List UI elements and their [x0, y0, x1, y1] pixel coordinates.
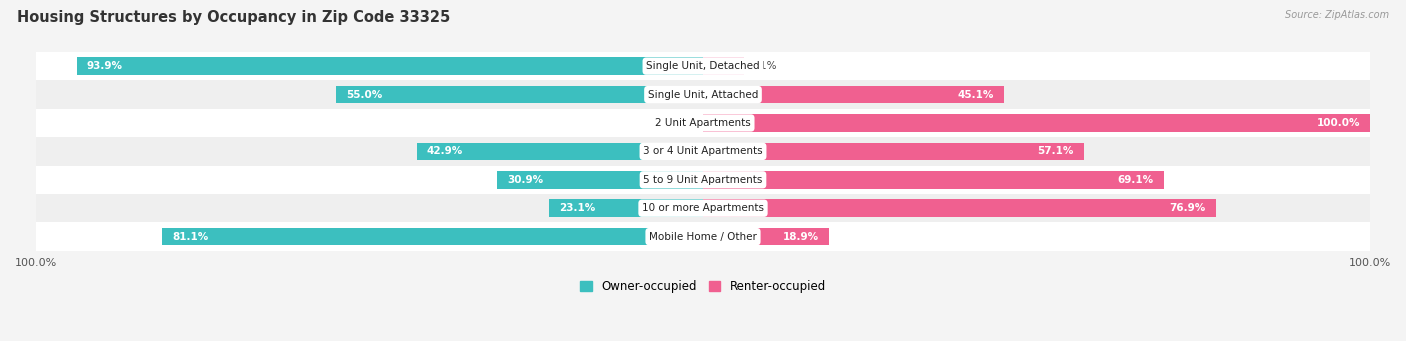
Text: Single Unit, Detached: Single Unit, Detached: [647, 61, 759, 71]
Text: 93.9%: 93.9%: [87, 61, 122, 71]
Bar: [37, 80, 1369, 109]
Text: Mobile Home / Other: Mobile Home / Other: [650, 232, 756, 242]
Bar: [37, 52, 1369, 80]
Text: 55.0%: 55.0%: [346, 90, 382, 100]
Bar: [703, 143, 1084, 160]
Bar: [703, 228, 830, 246]
Text: 3 or 4 Unit Apartments: 3 or 4 Unit Apartments: [643, 146, 763, 157]
Text: 0.0%: 0.0%: [664, 118, 690, 128]
Text: 18.9%: 18.9%: [783, 232, 820, 242]
Text: 81.1%: 81.1%: [172, 232, 208, 242]
Text: 100.0%: 100.0%: [1316, 118, 1360, 128]
Text: 42.9%: 42.9%: [427, 146, 463, 157]
Bar: [548, 199, 703, 217]
Text: 6.1%: 6.1%: [751, 61, 778, 71]
Text: Source: ZipAtlas.com: Source: ZipAtlas.com: [1285, 10, 1389, 20]
Bar: [37, 166, 1369, 194]
Bar: [37, 137, 1369, 166]
Bar: [496, 171, 703, 189]
Text: 45.1%: 45.1%: [957, 90, 994, 100]
Text: Housing Structures by Occupancy in Zip Code 33325: Housing Structures by Occupancy in Zip C…: [17, 10, 450, 25]
Text: Single Unit, Attached: Single Unit, Attached: [648, 90, 758, 100]
Bar: [37, 194, 1369, 222]
Text: 5 to 9 Unit Apartments: 5 to 9 Unit Apartments: [644, 175, 762, 185]
Bar: [703, 171, 1164, 189]
Legend: Owner-occupied, Renter-occupied: Owner-occupied, Renter-occupied: [579, 280, 827, 293]
Text: 2 Unit Apartments: 2 Unit Apartments: [655, 118, 751, 128]
Text: 57.1%: 57.1%: [1038, 146, 1074, 157]
Bar: [703, 199, 1216, 217]
Text: 10 or more Apartments: 10 or more Apartments: [643, 203, 763, 213]
Bar: [703, 114, 1369, 132]
Bar: [37, 109, 1369, 137]
Bar: [703, 86, 1004, 103]
Text: 30.9%: 30.9%: [508, 175, 543, 185]
Bar: [336, 86, 703, 103]
Text: 76.9%: 76.9%: [1170, 203, 1206, 213]
Bar: [162, 228, 703, 246]
Bar: [703, 57, 744, 75]
Bar: [418, 143, 703, 160]
Text: 23.1%: 23.1%: [560, 203, 595, 213]
Bar: [37, 222, 1369, 251]
Text: 69.1%: 69.1%: [1118, 175, 1154, 185]
Bar: [77, 57, 703, 75]
